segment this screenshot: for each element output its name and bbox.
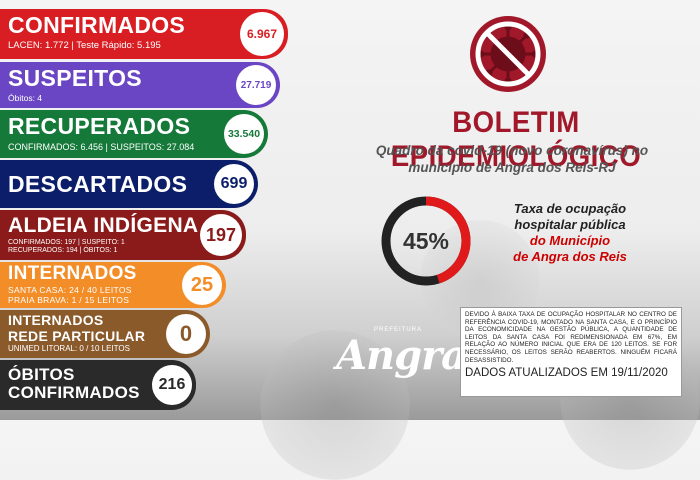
descartados-title: DESCARTADOS <box>8 171 188 197</box>
aldeia-value: 197 <box>200 214 242 256</box>
occupancy-gauge: 45% <box>381 196 471 286</box>
aldeia-detail-2: RECUPERADOS: 194 | ÓBITOS: 1 <box>8 247 118 254</box>
confirmados-detail: LACEN: 1.772 | Teste Rápido: 5.195 <box>8 40 161 51</box>
data-update-date: DADOS ATUALIZADOS EM 19/11/2020 <box>465 367 668 380</box>
rede-particular-title-1: INTERNADOS <box>8 312 104 328</box>
recuperados-row: RECUPERADOS CONFIRMADOS: 6.456 | SUSPEIT… <box>0 110 268 158</box>
obitos-title-1: ÓBITOS <box>8 365 75 384</box>
recuperados-value: 33.540 <box>224 114 264 154</box>
notice-box: DEVIDO À BAIXA TAXA DE OCUPAÇÃO HOSPITAL… <box>460 307 682 397</box>
obitos-value: 216 <box>152 365 192 405</box>
suspeitos-detail: Óbitos: 4 <box>8 93 43 103</box>
rede-particular-value: 0 <box>166 314 206 354</box>
confirmados-row: CONFIRMADOS LACEN: 1.772 | Teste Rápido:… <box>0 9 288 59</box>
obitos-title-2: CONFIRMADOS <box>8 383 140 402</box>
obitos-row: ÓBITOS CONFIRMADOS 216 <box>0 360 196 410</box>
suspeitos-value: 27.719 <box>236 65 276 105</box>
occupancy-gauge-fill <box>381 196 471 286</box>
recuperados-detail: CONFIRMADOS: 6.456 | SUSPEITOS: 27.084 <box>8 142 195 152</box>
rede-particular-detail: UNIMED LITORAL: 0 / 10 LEITOS <box>8 344 130 353</box>
occupancy-description: Taxa de ocupação hospitalar pública do M… <box>505 201 635 265</box>
descartados-row: DESCARTADOS 699 <box>0 160 258 208</box>
confirmados-title: CONFIRMADOS <box>8 12 186 38</box>
occupancy-line-4: de Angra dos Reis <box>513 249 627 264</box>
internados-title: INTERNADOS <box>8 263 137 284</box>
occupancy-line-2: hospitalar pública <box>514 217 626 232</box>
page-title: BOLETIM EPIDEMIOLÓGICO <box>390 106 642 173</box>
aldeia-title: ALDEIA INDÍGENA <box>8 214 199 237</box>
occupancy-percent: 45% <box>403 228 449 254</box>
no-virus-icon <box>470 16 546 92</box>
descartados-value: 699 <box>214 164 254 204</box>
recuperados-title: RECUPERADOS <box>8 113 191 139</box>
rede-particular-title-2: REDE PARTICULAR <box>8 328 146 344</box>
internados-value: 25 <box>182 265 222 305</box>
occupancy-line-3: do Município <box>529 233 611 248</box>
internados-row: INTERNADOS SANTA CASA: 24 / 40 LEITOS PR… <box>0 262 226 308</box>
occupancy-line-1: Taxa de ocupação <box>513 201 627 216</box>
page-subtitle: Quadro da covid-19 (novo coronavírus) no… <box>375 143 649 175</box>
logo-prefeitura-label: PREFEITURA <box>374 327 423 333</box>
internados-detail-1: SANTA CASA: 24 / 40 LEITOS <box>8 285 132 295</box>
logo-angra: Angra <box>336 332 467 379</box>
suspeitos-row: SUSPEITOS Óbitos: 4 27.719 <box>0 62 280 108</box>
notice-text: DEVIDO À BAIXA TAXA DE OCUPAÇÃO HOSPITAL… <box>465 311 677 364</box>
aldeia-row: ALDEIA INDÍGENA CONFIRMADOS: 197 | SUSPE… <box>0 210 246 260</box>
aldeia-detail-1: CONFIRMADOS: 197 | SUSPEITO: 1 <box>8 239 125 246</box>
suspeitos-title: SUSPEITOS <box>8 65 142 91</box>
internados-detail-2: PRAIA BRAVA: 1 / 15 LEITOS <box>8 295 130 305</box>
rede-particular-row: INTERNADOS REDE PARTICULAR UNIMED LITORA… <box>0 310 210 358</box>
confirmados-value: 6.967 <box>240 12 284 56</box>
